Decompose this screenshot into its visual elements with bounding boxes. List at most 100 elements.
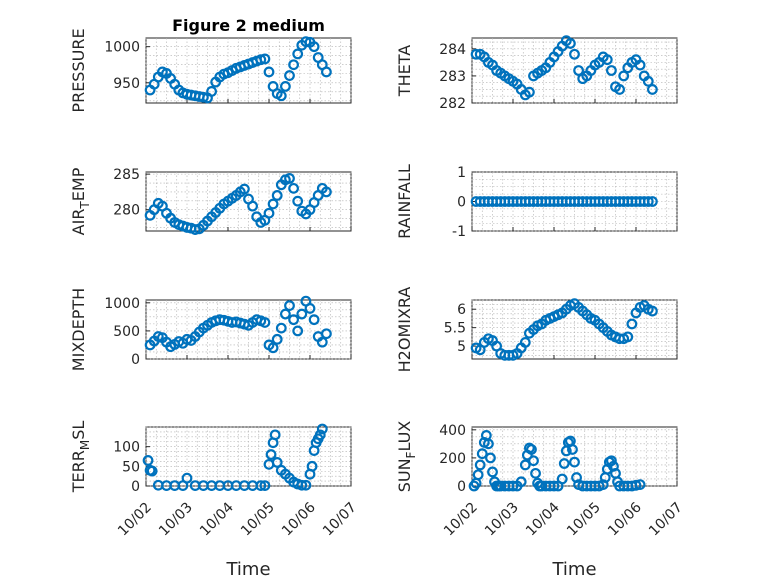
y-tick-label: 1 [457, 165, 466, 181]
data-point [142, 455, 154, 466]
data-point [247, 200, 259, 212]
data-point [300, 479, 312, 491]
data-point [263, 207, 275, 219]
chart-title: Figure 2 medium [172, 16, 325, 35]
y-axis-label: MIXDEPTH [69, 288, 88, 371]
data-point [263, 66, 275, 78]
y-tick-label: 1000 [104, 40, 140, 56]
x-axis-ticks [471, 99, 678, 103]
y-tick-label: -1 [452, 224, 466, 240]
series-markers [142, 423, 328, 492]
x-axis-label: Time [225, 559, 270, 580]
y-tick-label: 280 [113, 203, 140, 219]
y-tick-label: 282 [439, 96, 466, 112]
data-point [206, 86, 218, 97]
data-point [275, 90, 287, 102]
data-point [314, 429, 326, 441]
data-point [271, 457, 283, 468]
gridlines [145, 300, 352, 360]
data-point [306, 460, 318, 472]
data-point [308, 41, 320, 53]
data-point [526, 444, 537, 455]
data-point [567, 444, 578, 455]
x-axis-label: Time [551, 559, 596, 580]
y-tick-label: 284 [439, 42, 466, 58]
data-point [528, 455, 539, 467]
data-point [519, 337, 531, 348]
y-axis-label: AIRTEMP [69, 167, 92, 235]
data-point [647, 305, 658, 317]
data-point [647, 84, 658, 95]
chart-panel-6: 55.56 H2OMIXRA [395, 287, 678, 373]
y-axis-ticks: 282 283 284 [439, 42, 476, 112]
data-point [269, 429, 281, 441]
y-tick-label: 0 [457, 195, 466, 211]
y-axis-label: H2OMIXRA [395, 287, 414, 373]
data-point [292, 195, 304, 207]
series-markers [470, 35, 658, 101]
data-point [197, 91, 209, 103]
data-point [280, 308, 291, 320]
data-point [259, 317, 271, 328]
data-point [292, 48, 304, 60]
chart-panel-3: 280 285 AIRTEMP [69, 167, 352, 235]
x-axis-ticks: 10/02 10/03 10/04 10/05 10/06 10/07 [441, 482, 686, 539]
series-markers [470, 196, 658, 207]
data-point [181, 472, 193, 484]
y-tick-label: 500 [113, 324, 140, 340]
y-axis-ticks: 55.56 [444, 302, 476, 355]
data-point [485, 452, 496, 464]
data-point [189, 224, 201, 235]
chart-panel-7: 0 50 100 10/02 10/03 10/04 10/05 10/06 10/07 TERR… [69, 421, 360, 580]
data-point [284, 70, 295, 81]
data-point [284, 300, 295, 312]
data-point [304, 303, 316, 314]
x-tick-label: 10/04 [523, 499, 563, 539]
y-tick-label: 283 [439, 69, 466, 85]
y-tick-label: 950 [113, 76, 140, 92]
data-point [321, 66, 332, 78]
data-point [292, 325, 304, 337]
data-point [255, 54, 267, 66]
series-markers [144, 172, 332, 235]
chart-panel-4: -1 0 1 RAINFALL [395, 164, 678, 240]
y-tick-label: 5.5 [444, 321, 466, 337]
data-point [618, 70, 630, 82]
y-tick-label: 200 [439, 451, 466, 467]
y-tick-label: 50 [122, 459, 140, 475]
y-axis-label: RAINFALL [395, 164, 414, 239]
data-point [524, 86, 535, 98]
data-point [255, 480, 267, 492]
y-tick-label: 285 [113, 167, 140, 183]
data-point [296, 308, 308, 320]
data-point [275, 322, 287, 334]
x-axis-ticks [145, 355, 352, 359]
data-point [569, 456, 580, 468]
data-point [472, 469, 484, 481]
data-point [647, 196, 658, 207]
x-axis-ticks [145, 227, 352, 231]
data-point [519, 459, 531, 471]
data-point [259, 480, 271, 492]
x-tick-label: 10/03 [156, 500, 196, 540]
data-point [515, 476, 527, 488]
x-tick-label: 10/02 [115, 500, 155, 540]
data-point [316, 336, 328, 348]
y-tick-label: 6 [457, 302, 466, 318]
data-point [556, 473, 568, 485]
data-point [308, 314, 320, 326]
series-markers [144, 295, 332, 354]
x-tick-label: 10/07 [646, 500, 686, 540]
data-point [634, 59, 646, 71]
data-point [321, 186, 332, 198]
data-point [288, 59, 300, 71]
data-point [626, 318, 638, 330]
data-point [558, 458, 570, 469]
data-point [267, 198, 279, 210]
data-point [573, 65, 584, 76]
chart-panel-2: 282 283 284 THETA [395, 35, 678, 112]
data-point [642, 196, 654, 207]
y-tick-label: 0 [457, 479, 466, 495]
x-tick-label: 10/03 [482, 500, 522, 540]
